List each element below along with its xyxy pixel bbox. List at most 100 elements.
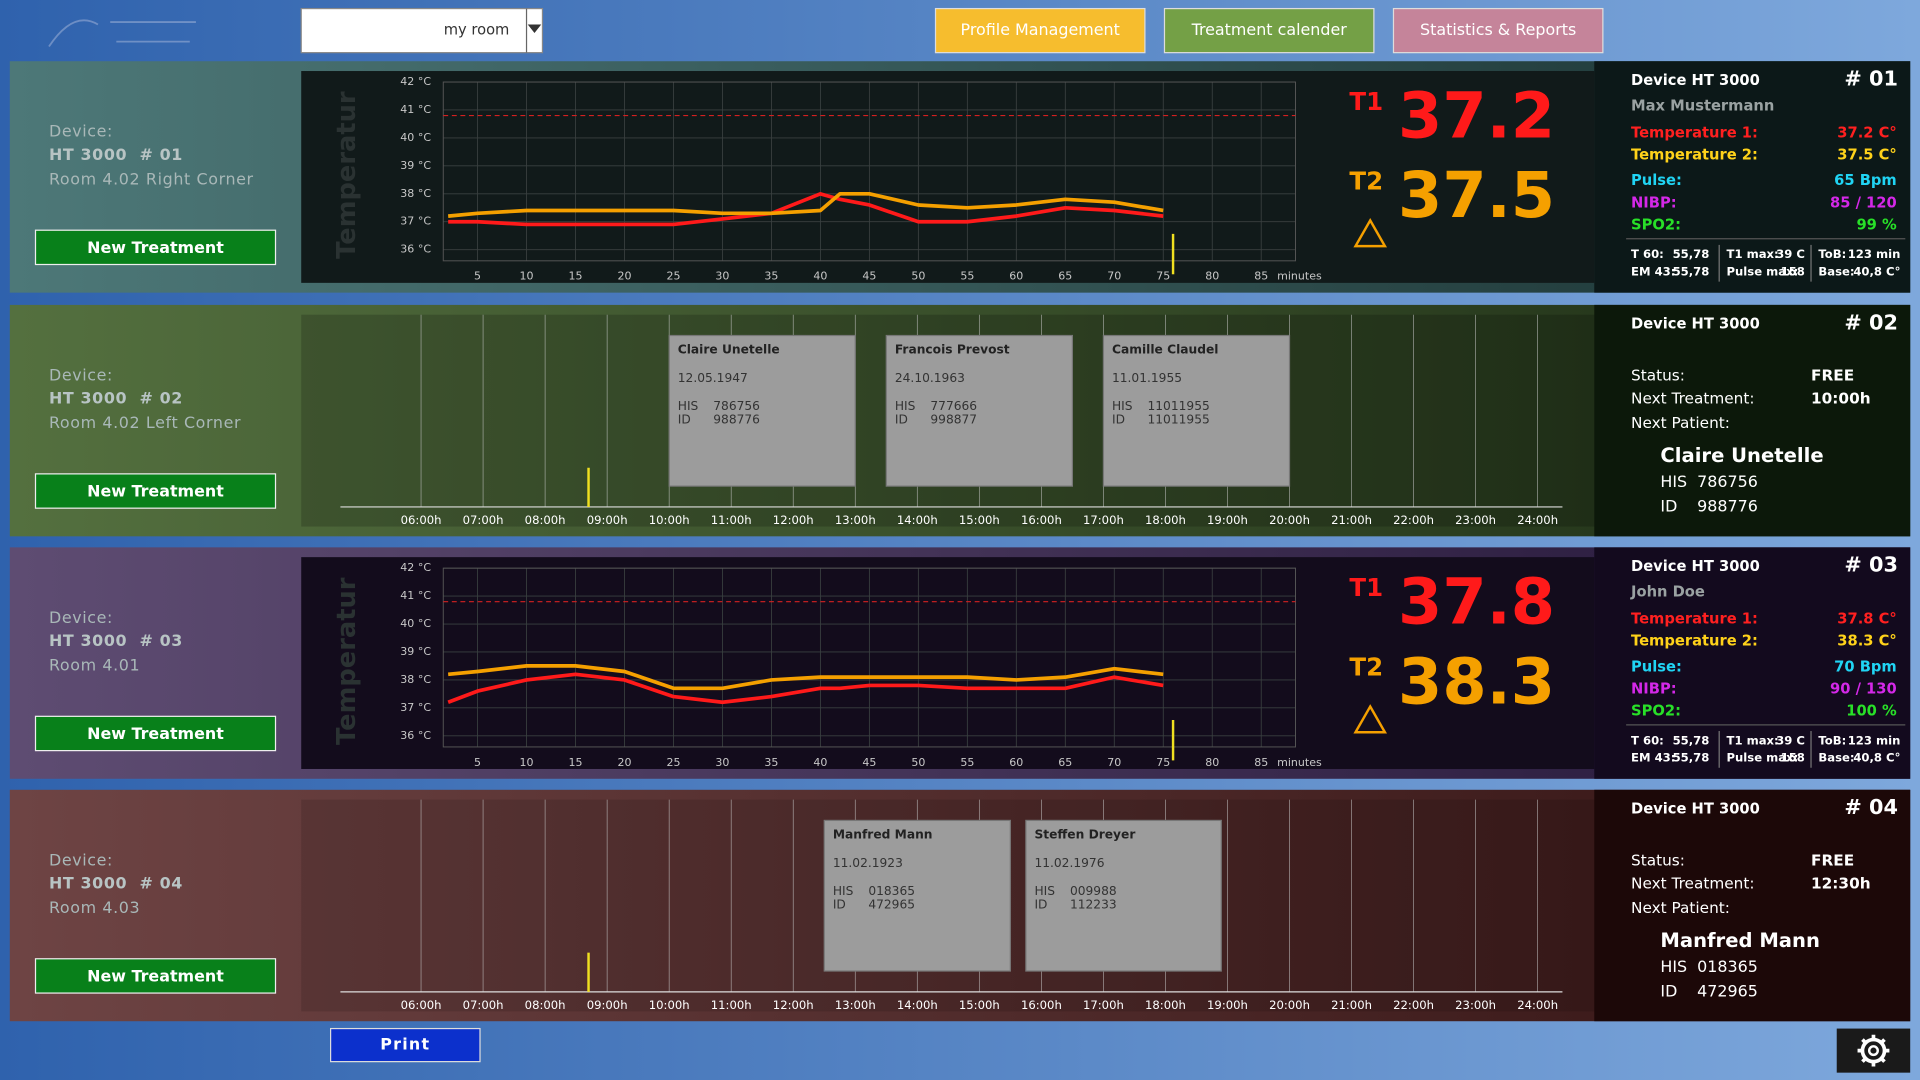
device-panel [1594,61,1911,293]
time-label: 17:00h [1083,513,1124,527]
card-dob: 12.05.1947 [678,371,748,385]
time-label: 23:00h [1455,998,1496,1012]
x-tick-label: 25 [666,270,680,283]
new-treatment-label[interactable]: New Treatment [87,238,224,257]
stat-value: 39 C [1776,733,1805,747]
time-label: 12:00h [773,998,814,1012]
card-his: 11011955 [1147,399,1209,413]
stat-value: 55,78 [1673,750,1710,764]
id-label: ID [1660,496,1677,515]
next-patient-label: Next Patient: [1631,899,1730,917]
x-tick-label: 70 [1107,270,1121,283]
vital-value: 90 / 130 [1830,680,1897,697]
appointment-card[interactable] [668,334,856,487]
logo [48,19,196,48]
vital-value: 37.8 C° [1837,611,1896,628]
appointment-card[interactable] [1025,819,1222,972]
device-caption: Device: [49,122,113,141]
vital-value: 99 % [1856,216,1897,233]
x-tick-label: 60 [1009,756,1023,769]
nav-button[interactable] [1163,7,1375,54]
appointment-card[interactable] [1102,334,1291,487]
time-label: 06:00h [401,998,442,1012]
new-treatment-button[interactable] [34,715,277,752]
stat-label: EM 43: [1631,264,1675,278]
card-his-label: HIS [1112,399,1133,413]
device-caption: Device: [49,608,113,627]
nav-button-label[interactable]: Statistics & Reports [1420,20,1576,39]
card-name: Manfred Mann [833,828,933,842]
panel-number: # 03 [1844,553,1898,577]
vital-label: Pulse: [1631,172,1682,189]
vital-label: NIBP: [1631,680,1677,697]
x-tick-label: 70 [1107,756,1121,769]
card-his: 777666 [930,399,977,413]
x-tick-label: 40 [813,756,827,769]
card-name: Camille Claudel [1112,343,1219,357]
stat-label: EM 43: [1631,750,1675,764]
new-treatment-label[interactable]: New Treatment [87,724,224,743]
vital-label: Temperature 1: [1631,611,1758,628]
panel-title: Device HT 3000 [1631,800,1760,817]
x-tick-label: 10 [520,756,534,769]
card-his: 018365 [868,884,915,898]
print-label[interactable]: Print [380,1035,430,1054]
settings-button[interactable] [1836,1028,1911,1073]
time-label: 20:00h [1269,513,1310,527]
time-label: 15:00h [959,998,1000,1012]
print-button[interactable] [330,1027,481,1063]
room-dropdown[interactable]: my room [300,7,544,54]
time-label: 19:00h [1207,998,1248,1012]
card-his-label: HIS [895,399,916,413]
card-name: Steffen Dreyer [1034,828,1135,842]
new-treatment-button[interactable] [34,229,277,266]
stat-value: 39 C [1776,247,1805,261]
id-value: 472965 [1697,981,1758,1000]
room-select[interactable]: my room [444,22,510,39]
card-id: 11011955 [1147,413,1209,427]
x-tick-label: 65 [1058,756,1072,769]
card-dob: 11.02.1976 [1034,856,1104,870]
vital-value: 37.2 C° [1837,124,1896,141]
stat-label: Pulse max: [1727,264,1799,278]
nav-button-label[interactable]: Treatment calender [1191,20,1348,39]
time-label: 09:00h [587,513,628,527]
next-value: 12:30h [1811,875,1871,893]
card-id: 988776 [713,413,760,427]
new-treatment-button[interactable] [34,473,277,509]
new-treatment-button[interactable] [34,958,277,994]
x-tick-label: 85 [1254,270,1268,283]
stat-label: Base: [1818,750,1854,764]
x-tick-label: 5 [474,270,481,283]
vital-label: NIBP: [1631,194,1677,211]
nav-button[interactable] [1392,7,1604,54]
card-id: 998877 [930,413,977,427]
y-tick-label: 37 °C [400,215,431,228]
vital-value: 85 / 120 [1830,194,1897,211]
device-room: Room 4.01 [49,656,140,675]
stat-label: T1 max: [1727,733,1779,747]
y-tick-label: 40 °C [400,617,431,630]
time-label: 22:00h [1393,998,1434,1012]
appointment-card[interactable] [823,819,1011,972]
x-tick-label: 75 [1156,270,1170,283]
new-treatment-label[interactable]: New Treatment [87,967,224,986]
his-value: 018365 [1697,957,1758,976]
y-tick-label: 39 °C [400,159,431,172]
nav-button-label[interactable]: Profile Management [961,20,1120,39]
x-tick-label: 75 [1156,756,1170,769]
new-treatment-label[interactable]: New Treatment [87,482,224,501]
x-tick-label: 80 [1205,756,1219,769]
appointment-card[interactable] [885,334,1074,487]
card-id-label: ID [678,413,691,427]
time-label: 23:00h [1455,513,1496,527]
nav-button[interactable] [934,7,1146,54]
x-tick-label: 45 [862,270,876,283]
y-tick-label: 37 °C [400,701,431,714]
time-label: 14:00h [897,998,938,1012]
stat-label: T 60: [1631,733,1664,747]
stat-label: Base: [1818,264,1854,278]
device-name: HT 3000 # 01 [49,145,183,164]
